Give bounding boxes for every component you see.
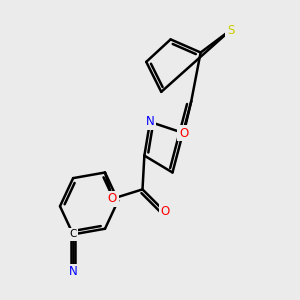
Text: O: O bbox=[179, 127, 188, 140]
Text: N: N bbox=[69, 266, 77, 278]
Text: O: O bbox=[160, 206, 169, 218]
Text: C: C bbox=[69, 230, 77, 239]
Text: O: O bbox=[108, 192, 117, 205]
Text: N: N bbox=[146, 116, 154, 128]
Text: S: S bbox=[227, 23, 234, 37]
